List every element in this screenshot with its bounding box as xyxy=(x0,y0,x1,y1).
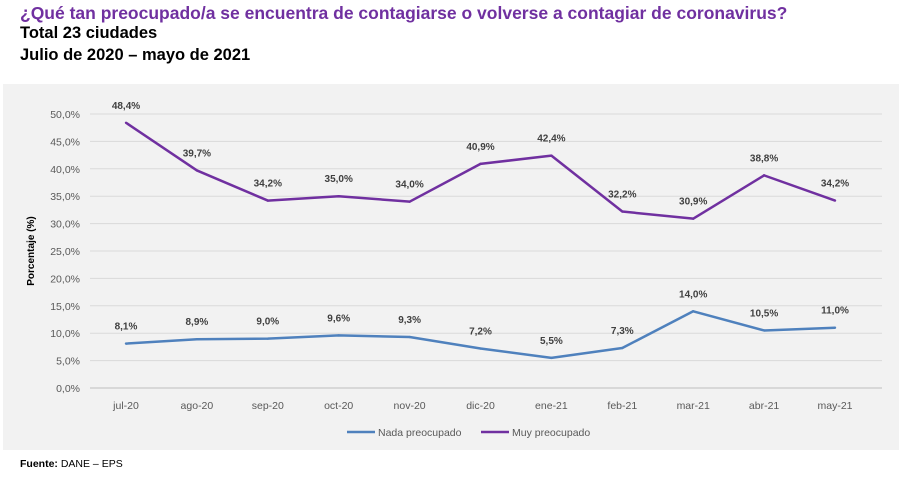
x-tick-label: may-21 xyxy=(817,400,852,412)
data-label: 32,2% xyxy=(608,190,636,201)
y-tick-label: 50,0% xyxy=(50,109,80,121)
y-tick-label: 30,0% xyxy=(50,219,80,231)
data-label: 5,5% xyxy=(540,336,563,347)
y-axis-label: Porcentaje (%) xyxy=(26,216,37,285)
data-point xyxy=(762,174,766,177)
data-label: 38,8% xyxy=(750,153,778,164)
data-label: 7,3% xyxy=(611,326,634,337)
data-label: 35,0% xyxy=(325,174,353,185)
y-tick-label: 40,0% xyxy=(50,164,80,176)
data-point xyxy=(337,334,340,337)
data-point xyxy=(621,210,624,213)
chart-subtitle-period: Julio de 2020 – mayo de 2021 xyxy=(20,46,251,64)
data-point xyxy=(266,199,269,202)
data-point xyxy=(124,342,128,345)
data-point xyxy=(266,337,269,340)
data-point xyxy=(550,154,553,157)
y-tick-label: 25,0% xyxy=(50,246,80,258)
y-tick-label: 5,0% xyxy=(56,356,80,368)
source-value: DANE – EPS xyxy=(60,458,123,470)
data-label: 11,0% xyxy=(821,306,849,317)
data-label: 14,0% xyxy=(679,289,707,300)
data-point xyxy=(762,329,766,332)
y-tick-label: 0,0% xyxy=(56,383,80,395)
x-tick-label: ago-20 xyxy=(181,400,214,412)
x-tick-label: sep-20 xyxy=(252,400,284,412)
data-label: 10,5% xyxy=(750,308,778,319)
y-tick-label: 10,0% xyxy=(50,328,80,340)
data-point xyxy=(124,121,128,124)
x-tick-label: nov-20 xyxy=(394,400,426,412)
legend-label: Muy preocupado xyxy=(512,427,590,439)
x-tick-label: feb-21 xyxy=(607,400,637,412)
x-tick-label: ene-21 xyxy=(535,400,568,412)
data-label: 8,9% xyxy=(186,317,209,328)
data-label: 34,2% xyxy=(821,179,849,190)
data-point xyxy=(408,200,411,203)
x-tick-label: abr-21 xyxy=(749,400,780,412)
x-tick-label: mar-21 xyxy=(677,400,710,412)
data-point xyxy=(195,338,199,341)
data-label: 9,0% xyxy=(256,317,279,328)
x-tick-label: dic-20 xyxy=(466,400,495,412)
data-point xyxy=(195,169,199,172)
data-point xyxy=(550,356,553,360)
data-point xyxy=(692,310,695,313)
data-point xyxy=(833,199,837,202)
y-tick-label: 45,0% xyxy=(50,136,80,148)
y-tick-label: 20,0% xyxy=(50,273,80,285)
source-note: Fuente: DANE – EPS xyxy=(20,458,123,470)
data-label: 9,6% xyxy=(327,313,350,324)
x-tick-label: oct-20 xyxy=(324,400,353,412)
data-label: 9,3% xyxy=(398,315,421,326)
y-tick-label: 15,0% xyxy=(50,301,80,313)
chart-title: ¿Qué tan preocupado/a se encuentra de co… xyxy=(20,3,788,23)
data-point xyxy=(621,346,624,350)
data-point xyxy=(408,335,411,339)
data-label: 34,2% xyxy=(254,179,282,190)
data-label: 34,0% xyxy=(395,180,423,191)
data-label: 40,9% xyxy=(466,142,494,153)
y-tick-label: 35,0% xyxy=(50,191,80,203)
chart-panel xyxy=(3,84,899,450)
data-point xyxy=(692,217,695,220)
data-label: 30,9% xyxy=(679,197,707,208)
data-point xyxy=(833,326,837,329)
data-point xyxy=(337,195,340,198)
legend-label: Nada preocupado xyxy=(378,427,462,439)
chart-subtitle-scope: Total 23 ciudades xyxy=(20,24,158,42)
series-line-muy-preocupado xyxy=(125,121,836,220)
data-label: 39,7% xyxy=(183,148,211,159)
data-label: 7,2% xyxy=(469,327,492,338)
source-label: Fuente: xyxy=(20,458,58,470)
data-label: 42,4% xyxy=(537,134,565,145)
x-tick-label: jul-20 xyxy=(112,400,139,412)
data-point xyxy=(479,162,482,166)
data-label: 8,1% xyxy=(115,322,138,333)
data-point xyxy=(479,347,482,350)
data-label: 48,4% xyxy=(112,101,140,112)
